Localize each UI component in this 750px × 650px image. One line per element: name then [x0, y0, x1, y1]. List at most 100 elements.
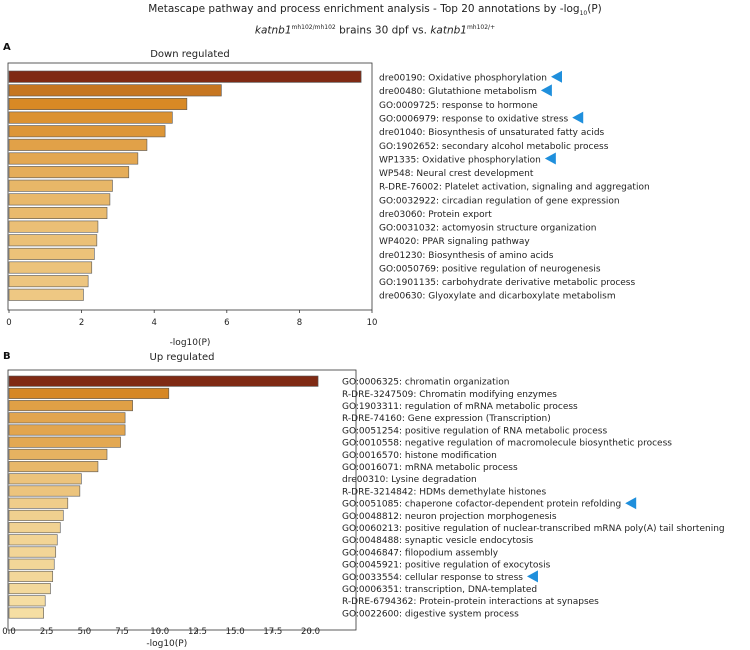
bar: [8, 125, 166, 138]
bar: [8, 497, 69, 509]
x-tick-label: 0: [6, 318, 11, 328]
bar: [8, 97, 188, 110]
category-label: GO:0050769: positive regulation of neuro…: [379, 264, 601, 274]
category-label: GO:0016071: mRNA metabolic process: [342, 463, 518, 473]
category-label: GO:0032922: circadian regulation of gene…: [379, 196, 620, 206]
figure-title-main: Metascape pathway and process enrichment…: [148, 3, 580, 15]
x-tick-label: 0.0: [2, 627, 16, 637]
category-label: dre00480: Glutathione metabolism: [379, 87, 537, 97]
x-tick-label: 6: [224, 318, 229, 328]
bar: [8, 522, 61, 534]
subtitle-gene-1: katnb1: [254, 24, 292, 37]
bar: [8, 387, 170, 399]
category-label: GO:0009725: response to hormone: [379, 101, 538, 111]
category-label: GO:0045921: positive regulation of exocy…: [342, 561, 551, 571]
bar: [8, 546, 57, 558]
x-tick-label: 8: [297, 318, 302, 328]
x-tick-label: 12.5: [188, 627, 207, 637]
x-tick-label: 2: [79, 318, 84, 328]
category-label: GO:0048488: synaptic vesicle endocytosis: [342, 536, 534, 546]
x-tick-label: 20.0: [301, 627, 320, 637]
figure-subtitle: katnb1mh102/mh102 brains 30 dpf vs. katn…: [0, 24, 750, 37]
category-label: dre00190: Oxidative phosphorylation: [379, 74, 547, 84]
subtitle-gene-2: katnb1: [430, 24, 467, 37]
bar: [8, 448, 108, 460]
category-label: WP4020: PPAR signaling pathway: [379, 237, 530, 247]
subtitle-genotype-1: mh102/mh102: [291, 24, 336, 31]
bar: [8, 247, 95, 260]
category-label: R-DRE-76002: Platelet activation, signal…: [379, 183, 650, 193]
plot-frame: [7, 369, 357, 631]
bar: [8, 570, 54, 582]
category-label: GO:0046847: filopodium assembly: [342, 548, 499, 558]
subtitle-genotype-2: mh102/+: [466, 24, 496, 31]
category-label: GO:0006979: response to oxidative stress: [379, 114, 569, 124]
highlight-arrow-icon: [551, 70, 562, 83]
panel-title: Up regulated: [150, 352, 215, 363]
category-label: GO:0033554: cellular response to stress: [342, 573, 523, 583]
figure-title-end: (P): [587, 3, 602, 15]
x-tick-label: 4: [151, 318, 156, 328]
category-label: GO:0022600: digestive system process: [342, 609, 519, 619]
x-tick-label: 15.0: [226, 627, 245, 637]
x-tick-label: 7.5: [115, 627, 129, 637]
bar: [8, 84, 222, 97]
bar: [8, 412, 126, 424]
panel-label-b: B: [3, 351, 11, 362]
category-label: dre03060: Protein export: [379, 210, 492, 220]
x-axis-label: -log10(P): [146, 639, 187, 649]
category-label: GO:0051254: positive regulation of RNA m…: [342, 426, 607, 436]
bar: [8, 220, 99, 233]
category-label: GO:0048812: neuron projection morphogene…: [342, 512, 557, 522]
category-label: GO:0031032: actomyosin structure organiz…: [379, 224, 596, 234]
bar: [8, 534, 58, 546]
category-label: GO:0051085: chaperone cofactor-dependent…: [342, 500, 621, 510]
highlight-arrow-icon: [540, 84, 552, 97]
bar: [8, 595, 46, 607]
x-tick-label: 2.5: [40, 627, 54, 637]
category-label: GO:0010558: negative regulation of macro…: [342, 439, 672, 449]
panel-title: Down regulated: [150, 49, 230, 60]
bar: [8, 424, 126, 436]
x-axis-label: -log10(P): [170, 338, 211, 348]
bar: [8, 400, 133, 412]
category-label: GO:0060213: positive regulation of nucle…: [342, 524, 725, 534]
category-label: R-DRE-3247509: Chromatin modifying enzym…: [342, 390, 557, 400]
bar: [8, 111, 173, 124]
category-label: dre00310: Lysine degradation: [342, 475, 477, 485]
bar: [8, 70, 362, 83]
bar: [8, 375, 319, 387]
plot-frame: [7, 62, 373, 311]
bar: [8, 207, 108, 220]
category-label: GO:0016570: histone modification: [342, 451, 497, 461]
category-label: GO:0006325: chromatin organization: [342, 378, 509, 388]
bar: [8, 558, 55, 570]
x-tick-label: 5.0: [78, 627, 92, 637]
category-label: WP548: Neural crest development: [379, 169, 534, 179]
bar: [8, 179, 113, 192]
category-label: GO:0006351: transcription, DNA-templated: [342, 585, 537, 595]
highlight-arrow-icon: [526, 570, 538, 583]
bar: [8, 485, 81, 497]
category-label: dre01230: Biosynthesis of amino acids: [379, 251, 554, 261]
bar: [8, 138, 148, 151]
subtitle-middle: brains 30 dpf vs.: [335, 24, 431, 37]
category-label: R-DRE-3214842: HDMs demethylate histones: [342, 487, 546, 497]
bar: [8, 509, 64, 521]
category-label: GO:1901135: carbohydrate derivative meta…: [379, 278, 635, 288]
category-label: GO:1902652: secondary alcohol metabolic …: [379, 142, 609, 152]
category-label: R-DRE-6794362: Protein-protein interacti…: [342, 597, 599, 607]
bar: [8, 436, 121, 448]
bar: [8, 288, 84, 301]
panel-label-a: A: [3, 42, 11, 53]
bar: [8, 234, 98, 247]
bar: [8, 261, 93, 274]
figure-title: Metascape pathway and process enrichment…: [0, 3, 750, 17]
bar: [8, 583, 51, 595]
bar: [8, 193, 111, 206]
bar: [8, 473, 82, 485]
x-tick-label: 10: [367, 318, 378, 328]
bar: [8, 166, 130, 179]
bar: [8, 461, 99, 473]
